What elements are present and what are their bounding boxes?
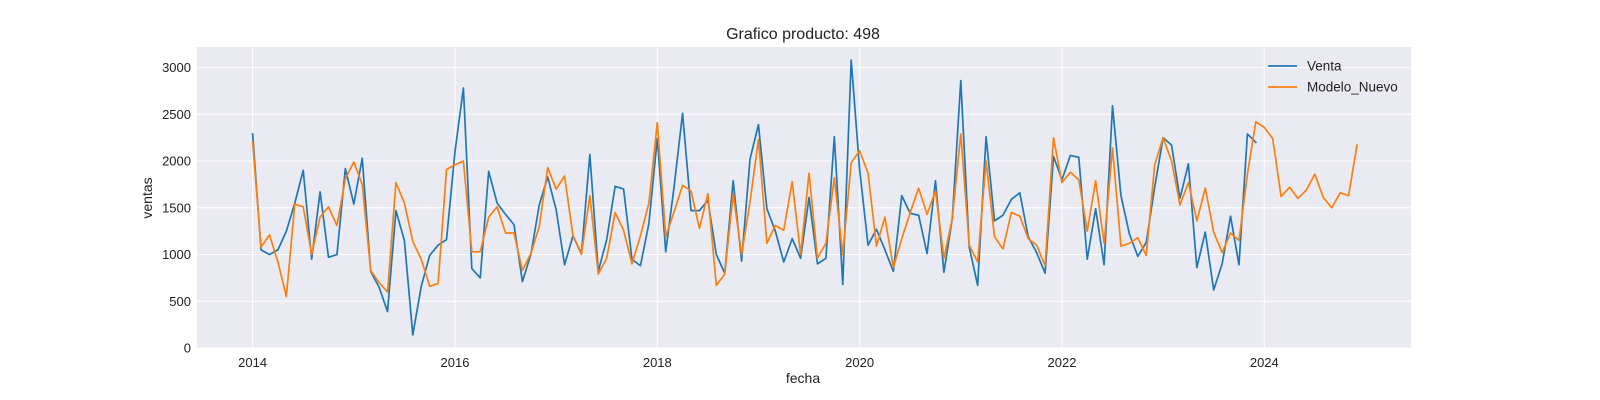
legend-label-modelo-nuevo: Modelo_Nuevo [1307, 80, 1398, 95]
legend-label-venta: Venta [1307, 59, 1342, 74]
y-tick-label: 1000 [162, 247, 191, 262]
chart-title: Grafico producto: 498 [726, 26, 880, 43]
series-line-modelo-nuevo [251, 120, 1358, 298]
y-axis-label: ventas [139, 177, 155, 218]
plot-area [197, 47, 1411, 348]
y-tick-label: 500 [169, 294, 191, 309]
y-tick-label: 3000 [162, 60, 191, 75]
y-tick-label: 2500 [162, 107, 191, 122]
y-tick-label: 0 [184, 341, 191, 356]
series-line-venta [251, 59, 1258, 336]
x-axis-label: fecha [786, 370, 820, 386]
x-tick-label: 2020 [845, 355, 874, 370]
y-tick-label: 1500 [162, 200, 191, 215]
y-axis-ticks: 0 500 1000 1500 2000 2500 3000 [162, 60, 191, 355]
x-axis-ticks: 2014 2016 2018 2020 2022 2024 [238, 355, 1279, 370]
y-tick-label: 2000 [162, 154, 191, 169]
x-tick-label: 2016 [441, 355, 470, 370]
series-lines [251, 59, 1358, 336]
x-tick-label: 2024 [1250, 355, 1279, 370]
x-tick-label: 2018 [643, 355, 672, 370]
legend: Venta Modelo_Nuevo [1268, 59, 1398, 95]
x-tick-label: 2014 [238, 355, 267, 370]
x-tick-label: 2022 [1048, 355, 1077, 370]
